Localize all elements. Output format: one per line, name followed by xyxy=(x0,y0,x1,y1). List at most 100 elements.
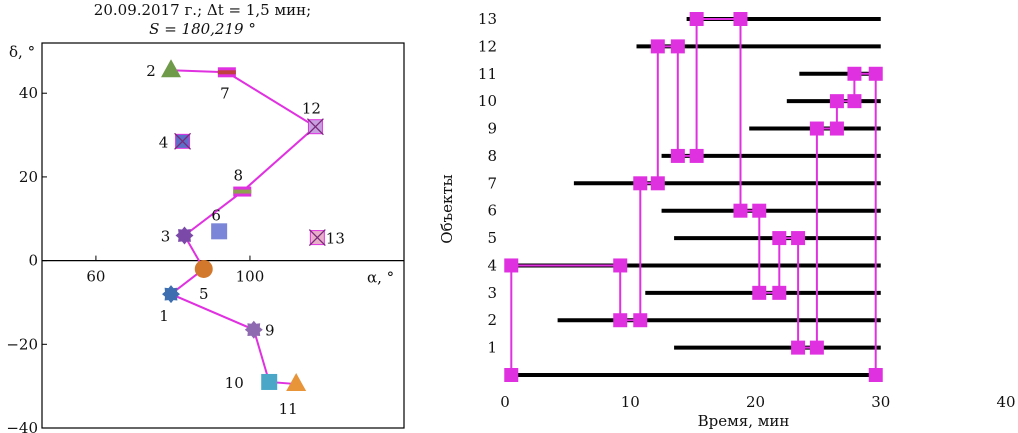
point-label-13: 13 xyxy=(326,230,345,248)
point-label-5: 5 xyxy=(199,285,209,303)
y-tick-label: 12 xyxy=(478,37,497,55)
order-path xyxy=(510,18,877,375)
point-3 xyxy=(175,226,194,245)
x-tick-label: 0 xyxy=(500,393,510,411)
chart-title-line-2: S = 180,219 ° xyxy=(149,20,256,38)
x-axis-label: Время, мин xyxy=(698,412,790,430)
point-4 xyxy=(174,132,192,150)
point-11 xyxy=(286,373,307,392)
order-marker-14 xyxy=(733,203,748,218)
point-9 xyxy=(244,320,263,339)
point-marker-11 xyxy=(286,373,307,392)
point-1 xyxy=(162,285,180,304)
y-tick-label: 20 xyxy=(19,168,38,186)
point-10 xyxy=(261,373,278,390)
point-label-7: 7 xyxy=(220,84,230,102)
order-marker-21 xyxy=(809,340,824,355)
y-tick-label: 4 xyxy=(487,256,497,274)
order-marker-25 xyxy=(847,94,862,109)
order-marker-27 xyxy=(868,66,883,81)
x-tick-label: 20 xyxy=(746,393,765,411)
point-label-10: 10 xyxy=(225,374,244,392)
order-marker-2 xyxy=(504,258,519,273)
order-marker-23 xyxy=(829,121,844,136)
order-marker-18 xyxy=(772,231,787,246)
order-marker-13 xyxy=(733,12,748,26)
point-marker-3 xyxy=(175,226,194,245)
point-label-8: 8 xyxy=(233,167,243,185)
x-tick-label: 30 xyxy=(871,393,890,411)
point-2 xyxy=(161,59,182,78)
order-marker-5 xyxy=(633,313,648,328)
order-marker-16 xyxy=(752,285,767,300)
y-tick-label: 1 xyxy=(487,339,497,357)
point-dash-8 xyxy=(233,189,252,194)
order-marker-15 xyxy=(752,203,767,218)
order-marker-10 xyxy=(670,148,685,163)
x-tick-label: 10 xyxy=(621,393,640,411)
point-label-6: 6 xyxy=(211,206,221,224)
point-label-11: 11 xyxy=(279,400,298,418)
order-marker-17 xyxy=(772,285,787,300)
order-marker-22 xyxy=(809,121,824,136)
order-marker-4 xyxy=(613,313,628,328)
point-label-12: 12 xyxy=(302,100,321,118)
point-cross-13 xyxy=(308,229,326,247)
order-marker-11 xyxy=(689,148,704,163)
order-marker-28 xyxy=(868,368,883,382)
plot-frame xyxy=(41,42,405,429)
y-tick-label: 7 xyxy=(487,174,497,192)
point-label-1: 1 xyxy=(159,307,169,325)
y-tick-label: 0 xyxy=(28,252,38,270)
y-axis-label: δ, ° xyxy=(9,43,35,61)
point-13 xyxy=(308,229,326,247)
x-tick-label: 100 xyxy=(236,268,265,286)
order-marker-7 xyxy=(650,176,665,191)
point-marker-10 xyxy=(261,373,278,390)
point-8 xyxy=(233,186,252,197)
order-marker-20 xyxy=(791,340,806,355)
point-marker-9 xyxy=(244,320,263,339)
point-cross-12 xyxy=(306,118,324,136)
point-dash-7 xyxy=(217,70,236,75)
y-tick-label: −40 xyxy=(6,419,38,433)
y-tick-label: 40 xyxy=(19,84,38,102)
point-label-9: 9 xyxy=(265,322,275,340)
y-tick-label: 5 xyxy=(487,229,497,247)
point-6 xyxy=(211,223,228,240)
point-5 xyxy=(194,259,213,278)
point-marker-5 xyxy=(194,259,213,278)
y-tick-label: 13 xyxy=(478,10,497,28)
y-tick-label: 3 xyxy=(487,284,497,302)
order-marker-6 xyxy=(633,176,648,191)
order-marker-26 xyxy=(847,66,862,81)
point-7 xyxy=(217,67,236,78)
y-tick-label: 8 xyxy=(487,147,497,165)
y-axis-label: Объекты xyxy=(438,174,456,243)
y-tick-label: 2 xyxy=(487,311,497,329)
point-marker-1 xyxy=(162,285,180,304)
point-cross-4 xyxy=(174,132,192,150)
order-marker-12 xyxy=(689,12,704,26)
order-marker-1 xyxy=(504,368,519,382)
order-marker-3 xyxy=(613,258,628,273)
order-marker-8 xyxy=(650,39,665,54)
chart-title-line-1: 20.09.2017 г.; Δt = 1,5 мин; xyxy=(93,1,312,19)
order-marker-19 xyxy=(791,231,806,246)
point-label-2: 2 xyxy=(146,62,156,80)
trajectory-line xyxy=(169,69,318,386)
point-label-3: 3 xyxy=(161,228,171,246)
y-tick-label: 10 xyxy=(478,92,497,110)
y-tick-label: 11 xyxy=(478,65,497,83)
point-marker-6 xyxy=(211,223,228,240)
x-axis-label: α, ° xyxy=(367,269,394,287)
y-tick-label: 9 xyxy=(487,120,497,138)
y-tick-label: 6 xyxy=(487,202,497,220)
order-marker-24 xyxy=(829,94,844,109)
y-tick-label: −20 xyxy=(6,335,38,353)
point-label-4: 4 xyxy=(159,133,169,151)
point-marker-2 xyxy=(161,59,182,78)
